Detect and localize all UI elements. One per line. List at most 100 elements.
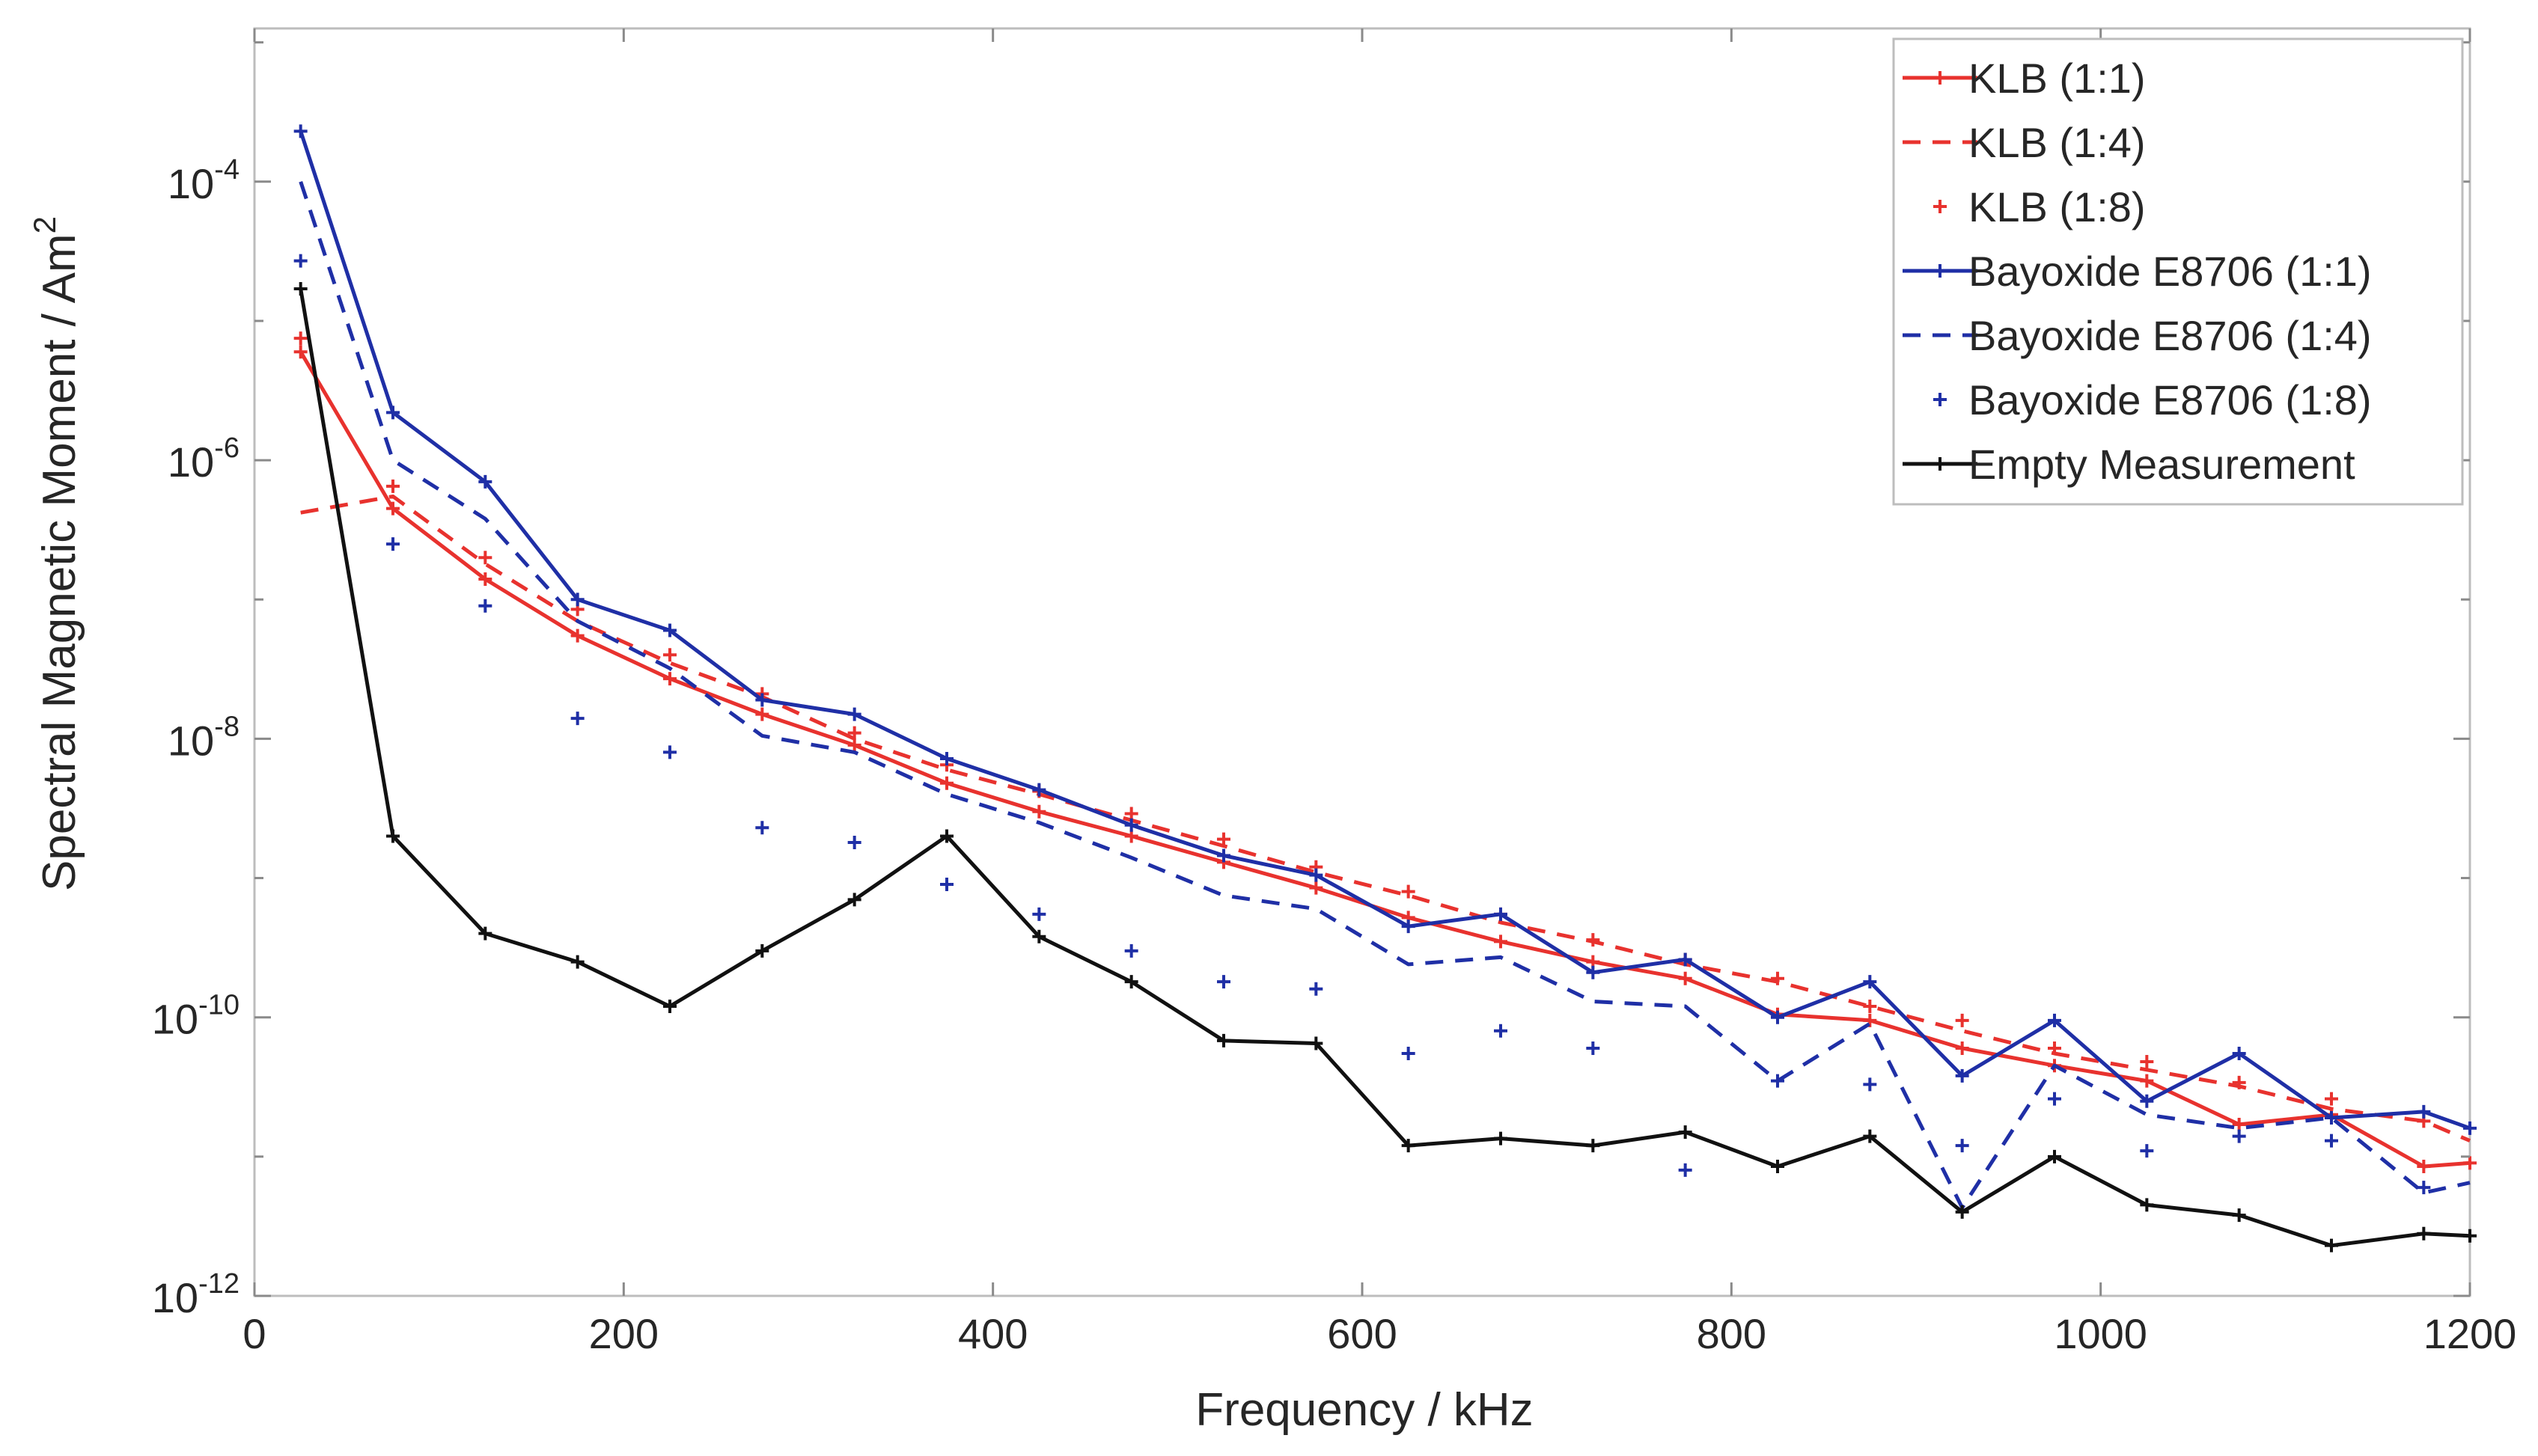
- data-point: [847, 893, 861, 907]
- data-point: [478, 926, 492, 940]
- data-point: [1124, 975, 1138, 989]
- data-point: [2463, 1156, 2477, 1170]
- data-point: [1032, 783, 1046, 797]
- series-layer: [293, 124, 2477, 1252]
- x-axis-label: Frequency / kHz: [1195, 1384, 1533, 1436]
- y-tick-label-base: 10: [168, 160, 214, 207]
- data-point: [386, 479, 400, 493]
- data-point: [1494, 935, 1507, 949]
- legend-entry: Bayoxide E8706 (1:1): [1903, 248, 2372, 295]
- data-point: [1309, 881, 1323, 895]
- data-point: [1771, 1159, 1784, 1173]
- series-6: [293, 282, 2477, 1252]
- data-point: [1401, 1139, 1415, 1153]
- data-point: [847, 726, 861, 740]
- data-point: [2232, 1047, 2246, 1061]
- x-tick-label: 0: [242, 1310, 266, 1357]
- data-point: [1771, 1010, 1784, 1024]
- data-point: [478, 551, 492, 565]
- data-point: [755, 707, 769, 721]
- y-tick-label-exponent: -10: [198, 990, 240, 1021]
- data-point: [1309, 982, 1323, 996]
- data-point: [1124, 818, 1138, 832]
- data-point: [2140, 1074, 2154, 1088]
- x-tick-label: 800: [1697, 1310, 1766, 1357]
- data-point: [1124, 807, 1138, 821]
- y-tick-label-exponent: -12: [198, 1268, 240, 1300]
- data-point: [386, 829, 400, 843]
- legend-label: Bayoxide E8706 (1:8): [1968, 376, 2372, 423]
- data-point: [293, 282, 308, 296]
- data-point: [386, 537, 400, 551]
- series-line: [300, 494, 2471, 1143]
- series-1: [300, 494, 2471, 1143]
- data-point: [663, 999, 677, 1013]
- series-line: [299, 181, 2471, 1210]
- data-point: [570, 628, 585, 643]
- legend-entry: KLB (1:8): [1933, 183, 2146, 230]
- y-tick-label: 10-4: [168, 154, 240, 207]
- series-4: [299, 181, 2471, 1210]
- data-point: [1771, 971, 1784, 985]
- y-tick-label-base: 10: [152, 996, 198, 1043]
- data-point: [2048, 1092, 2061, 1106]
- data-point: [755, 821, 769, 835]
- data-point: [1217, 848, 1230, 863]
- data-point: [1401, 1047, 1415, 1061]
- data-point: [847, 738, 861, 752]
- data-point: [293, 124, 308, 138]
- data-point: [2140, 1055, 2154, 1069]
- data-point: [663, 745, 677, 759]
- data-point: [386, 501, 400, 516]
- y-tick-label-exponent: -4: [214, 154, 240, 186]
- y-tick-label-base: 10: [152, 1274, 198, 1321]
- data-point: [1401, 920, 1415, 934]
- data-point: [1863, 1129, 1877, 1143]
- data-point: [847, 707, 861, 721]
- data-point: [1955, 1013, 1969, 1027]
- legend-swatch-marker: [1933, 71, 1947, 85]
- ticks-layer: 0 200 400 600 800 1000 120010-1210-1010-810-61…: [152, 28, 2517, 1357]
- data-point: [1586, 1041, 1600, 1055]
- series-3: [293, 124, 2477, 1135]
- data-point: [386, 406, 400, 420]
- legend-swatch-marker: [1933, 457, 1947, 471]
- legend-label: Empty Measurement: [1968, 441, 2355, 488]
- data-point: [755, 943, 769, 958]
- data-point: [2048, 1013, 2061, 1027]
- data-point: [1678, 1163, 1692, 1177]
- data-point: [570, 593, 585, 607]
- y-tick-label-exponent: -6: [214, 432, 240, 464]
- data-point: [2048, 1149, 2061, 1163]
- legend-entry: KLB (1:4): [1903, 119, 2146, 166]
- data-point: [570, 712, 585, 726]
- data-point: [1586, 1139, 1600, 1153]
- y-tick-label-base: 10: [168, 717, 214, 764]
- data-point: [293, 254, 308, 268]
- legend-label: KLB (1:1): [1968, 55, 2146, 102]
- legend-label: KLB (1:8): [1968, 183, 2146, 230]
- data-point: [1309, 868, 1323, 882]
- data-point: [1863, 975, 1877, 989]
- legend-entry: Bayoxide E8706 (1:4): [1903, 312, 2372, 359]
- data-point: [940, 751, 954, 765]
- data-point: [1586, 933, 1600, 947]
- legend-entry: Bayoxide E8706 (1:8): [1933, 376, 2372, 423]
- legend-box: [1892, 37, 2464, 506]
- legend-label: KLB (1:4): [1968, 119, 2146, 166]
- data-point: [2417, 1181, 2431, 1195]
- data-point: [1217, 1033, 1230, 1047]
- data-point: [663, 648, 677, 662]
- y-tick-label: 10-8: [168, 711, 240, 764]
- legend-label: Bayoxide E8706 (1:4): [1968, 312, 2372, 359]
- data-point: [847, 836, 861, 850]
- data-point: [1032, 804, 1046, 819]
- series-5: [293, 254, 2431, 1195]
- data-point: [1678, 1125, 1692, 1140]
- x-tick-label: 1200: [2423, 1310, 2517, 1357]
- y-axis-label-main: Spectral Magnetic Moment / Am: [34, 233, 85, 891]
- data-point: [1863, 1077, 1877, 1092]
- data-point: [2417, 1159, 2431, 1173]
